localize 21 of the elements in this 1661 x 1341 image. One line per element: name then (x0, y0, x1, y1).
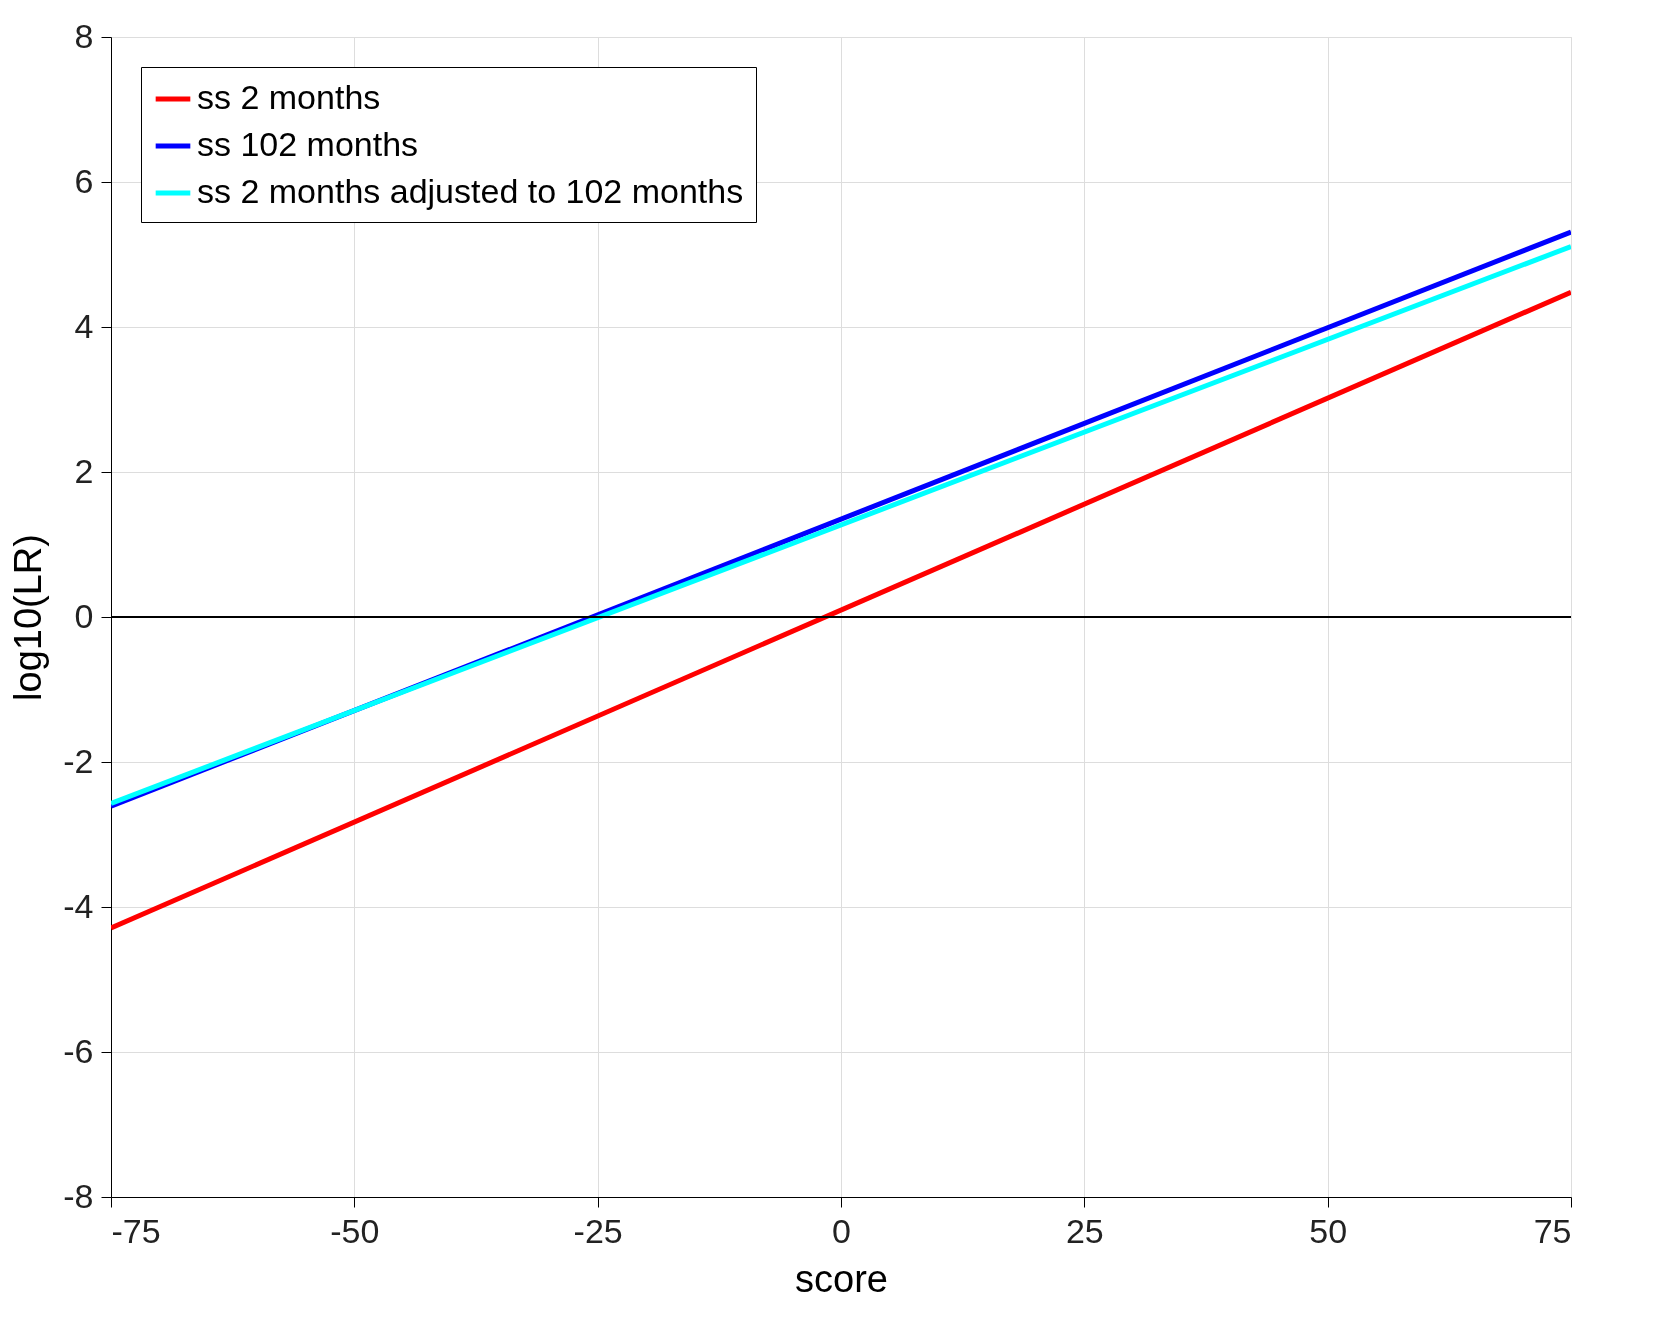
legend-label: ss 102 months (197, 125, 419, 163)
y-tick-label: 8 (74, 16, 94, 55)
x-tick-label: 25 (1065, 1211, 1104, 1250)
y-tick-label: -8 (63, 1176, 94, 1215)
legend-label: ss 2 months (197, 78, 381, 116)
y-tick-label: 2 (74, 451, 94, 490)
x-tick-label: 0 (832, 1211, 851, 1250)
x-tick-label: 50 (1309, 1211, 1348, 1250)
y-tick-label: 4 (74, 306, 94, 345)
legend-label: ss 2 months adjusted to 102 months (197, 172, 744, 210)
y-tick-label: 0 (74, 596, 94, 635)
x-tick-label: -25 (573, 1211, 623, 1250)
x-axis-title: score (795, 1257, 888, 1300)
x-tick-label: 75 (1533, 1211, 1572, 1250)
x-tick-label: -50 (330, 1211, 380, 1250)
y-tick-label: -2 (63, 741, 94, 780)
x-tick-label: -75 (111, 1211, 161, 1250)
y-tick-label: 6 (74, 161, 94, 200)
y-tick-label: -4 (63, 886, 94, 925)
y-tick-label: -6 (63, 1031, 94, 1070)
y-axis-title: log10(LR) (7, 534, 50, 701)
